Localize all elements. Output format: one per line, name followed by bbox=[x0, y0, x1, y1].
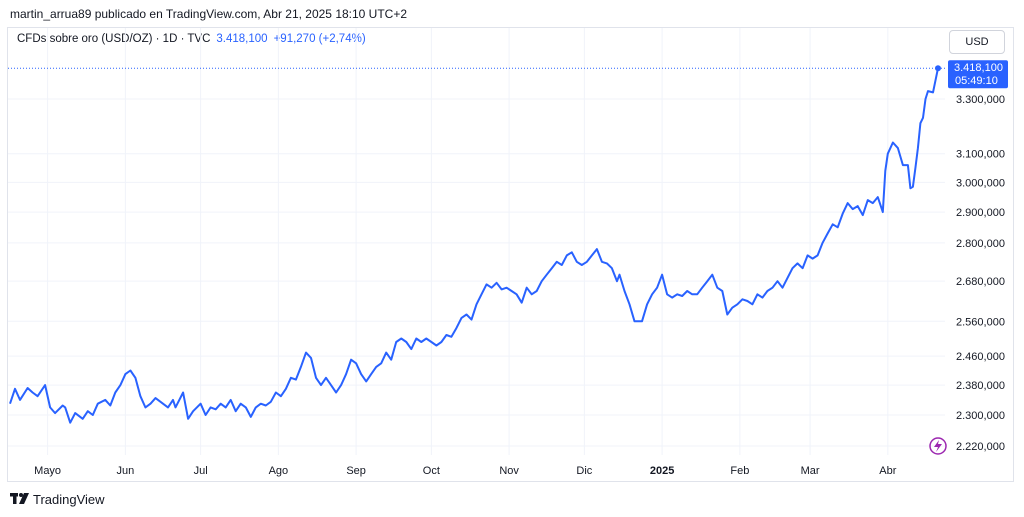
y-tick-label: 2.680,000 bbox=[956, 276, 1005, 288]
y-tick-label: 2.220,000 bbox=[956, 441, 1005, 453]
x-tick-label: Sep bbox=[346, 465, 366, 477]
lightning-icon-glyph bbox=[934, 440, 942, 452]
x-tick-label: Oct bbox=[423, 465, 440, 477]
y-tick-label: 2.800,000 bbox=[956, 238, 1005, 250]
chart-frame bbox=[7, 27, 1014, 482]
last-price-tag bbox=[948, 60, 1008, 89]
currency-button[interactable]: USD bbox=[949, 30, 1005, 54]
x-tick-label: Abr bbox=[879, 465, 896, 477]
legend-price: 3.418,100 bbox=[216, 33, 268, 45]
symbol-description: CFDs sobre oro (USD/OZ) · 1D · TVC bbox=[17, 33, 211, 45]
x-tick-label: Mar bbox=[801, 465, 820, 477]
x-tick-label: Jul bbox=[194, 465, 208, 477]
last-price-tag-countdown: 05:49:10 bbox=[955, 75, 998, 87]
y-tick-label: 3.300,000 bbox=[956, 94, 1005, 106]
y-tick-label: 2.380,000 bbox=[956, 380, 1005, 392]
y-tick-label: 3.100,000 bbox=[956, 149, 1005, 161]
tradingview-logo-icon bbox=[10, 493, 29, 504]
y-tick-label: 3.000,000 bbox=[956, 177, 1005, 189]
x-tick-label: Dic bbox=[576, 465, 592, 477]
lightning-icon[interactable] bbox=[929, 437, 947, 455]
x-tick-label: Feb bbox=[730, 465, 749, 477]
chart-legend[interactable]: CFDs sobre oro (USD/OZ) · 1D · TVC 3.418,… bbox=[17, 33, 366, 45]
last-price-dot bbox=[935, 65, 941, 72]
footer-brand: TradingView bbox=[10, 492, 105, 507]
y-tick-label: 2.900,000 bbox=[956, 207, 1005, 219]
published-by-line: martin_arrua89 publicado en TradingView.… bbox=[10, 7, 408, 21]
footer-brand-label: TradingView bbox=[33, 492, 105, 507]
legend-change: +91,270 (+2,74%) bbox=[273, 33, 366, 45]
x-tick-label: Nov bbox=[499, 465, 519, 477]
last-price-tag-value: 3.418,100 bbox=[954, 62, 1003, 74]
x-tick-label: Jun bbox=[116, 465, 134, 477]
price-line bbox=[9, 67, 939, 424]
y-tick-label: 2.460,000 bbox=[956, 351, 1005, 363]
y-tick-label: 2.300,000 bbox=[956, 410, 1005, 422]
y-tick-label: 2.560,000 bbox=[956, 316, 1005, 328]
x-tick-label: Ago bbox=[269, 465, 289, 477]
x-tick-label: Mayo bbox=[34, 465, 61, 477]
x-tick-label: 2025 bbox=[650, 465, 674, 477]
